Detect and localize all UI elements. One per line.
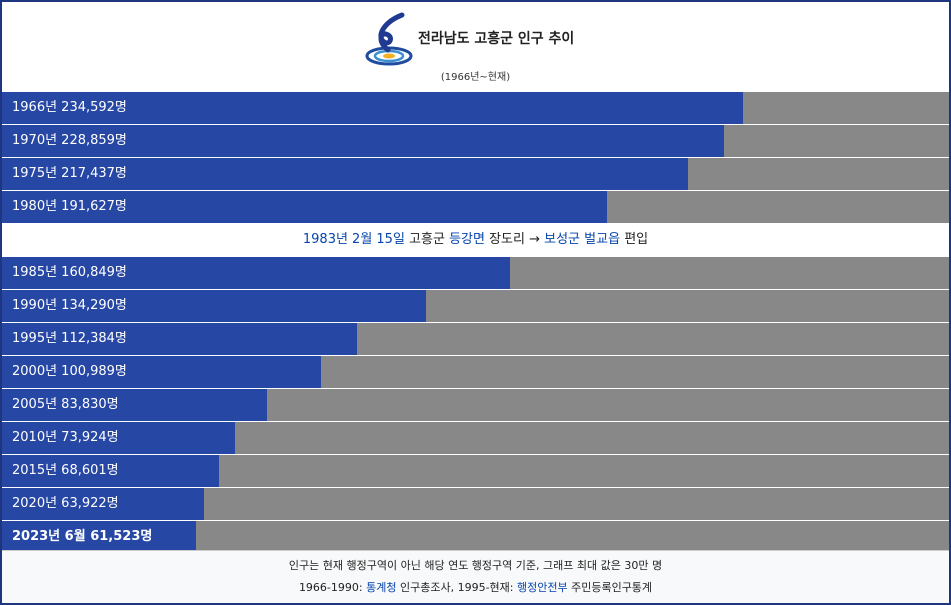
bar-row: 2020년 63,922명 bbox=[2, 488, 949, 520]
footer-line: 인구는 현재 행정구역이 아닌 해당 연도 행정구역 기준, 그래프 최대 값은… bbox=[2, 555, 949, 577]
bar-label: 1985년 160,849명 bbox=[12, 265, 127, 280]
bar-row: 1995년 112,384명 bbox=[2, 323, 949, 355]
bar-label: 2023년 6월 61,523명 bbox=[12, 529, 153, 544]
bar bbox=[2, 191, 607, 223]
bar-row: 1980년 191,627명 bbox=[2, 191, 949, 223]
note: 1983년 2월 15일 고흥군 등강면 장도리 → 보성군 벌교읍 편입 bbox=[2, 224, 949, 256]
bar-row: 1985년 160,849명 bbox=[2, 257, 949, 289]
bar bbox=[2, 521, 197, 553]
text: 주민등록인구통계 bbox=[567, 581, 653, 594]
chart-subtitle: (1966년~현재) bbox=[440, 72, 511, 83]
bar-row: 2005년 83,830명 bbox=[2, 389, 949, 421]
link[interactable]: 행정안전부 bbox=[516, 581, 568, 594]
bar-row: 1966년 234,592명 bbox=[2, 92, 949, 124]
link[interactable]: 보성군 bbox=[544, 232, 581, 247]
footer: 인구는 현재 행정구역이 아닌 해당 연도 행정구역 기준, 그래프 최대 값은… bbox=[2, 550, 949, 603]
bar-label: 2005년 83,830명 bbox=[12, 397, 119, 412]
bar bbox=[2, 389, 267, 421]
bar bbox=[2, 488, 204, 520]
bar-label: 2015년 68,601명 bbox=[12, 463, 119, 478]
text: 고흥군 bbox=[404, 232, 450, 247]
bar-label: 1975년 217,437명 bbox=[12, 166, 127, 181]
bar-row: 1990년 134,290명 bbox=[2, 290, 949, 322]
bars: 1966년 234,592명 1970년 228,859명 1975년 217,43… bbox=[2, 92, 949, 553]
bar bbox=[2, 125, 725, 157]
link[interactable]: 벌교읍 bbox=[584, 232, 621, 247]
bar bbox=[2, 290, 426, 322]
logo bbox=[365, 12, 413, 66]
bar-label: 2000년 100,989명 bbox=[12, 364, 127, 379]
text: 1966-1990: bbox=[298, 581, 367, 594]
bar bbox=[2, 257, 510, 289]
bar-row: 1975년 217,437명 bbox=[2, 158, 949, 190]
text: 편입 bbox=[620, 232, 649, 247]
link[interactable]: 등강면 bbox=[449, 232, 485, 247]
bar bbox=[2, 422, 236, 454]
bar-label: 1990년 134,290명 bbox=[12, 298, 127, 313]
text: 장도리 → bbox=[484, 232, 545, 247]
bar-label: 2010년 73,924명 bbox=[12, 430, 119, 445]
footer-line: 1966-1990: 통계청 인구총조사, 1995-현재: 행정안전부 주민등… bbox=[2, 577, 949, 599]
bar bbox=[2, 323, 357, 355]
bar-label: 1970년 228,859명 bbox=[12, 133, 127, 148]
bar bbox=[2, 455, 219, 487]
link[interactable]: 1983년 2월 15일 bbox=[302, 232, 405, 247]
bar-row: 2000년 100,989명 bbox=[2, 356, 949, 388]
chart-title: 전라남도 고흥군 인구 추이 bbox=[418, 31, 575, 47]
text: 인구는 현재 행정구역이 아닌 해당 연도 행정구역 기준, 그래프 최대 값은… bbox=[288, 559, 663, 572]
bar-label: 1995년 112,384명 bbox=[12, 331, 127, 346]
bar-label: 1966년 234,592명 bbox=[12, 100, 127, 115]
link[interactable]: 통계청 bbox=[366, 581, 397, 594]
bar bbox=[2, 92, 743, 124]
bar-label: 1980년 191,627명 bbox=[12, 199, 127, 214]
bar-row: 1970년 228,859명 bbox=[2, 125, 949, 157]
bar-row: 2015년 68,601명 bbox=[2, 455, 949, 487]
bar bbox=[2, 158, 689, 190]
bar-row: 2023년 6월 61,523명 bbox=[2, 521, 949, 553]
bar-row: 2010년 73,924명 bbox=[2, 422, 949, 454]
text: 인구총조사, 1995-현재: bbox=[396, 581, 517, 594]
bar bbox=[2, 356, 321, 388]
header: 전라남도 고흥군 인구 추이 (1966년~현재) bbox=[2, 2, 949, 92]
bar-label: 2020년 63,922명 bbox=[12, 496, 119, 511]
